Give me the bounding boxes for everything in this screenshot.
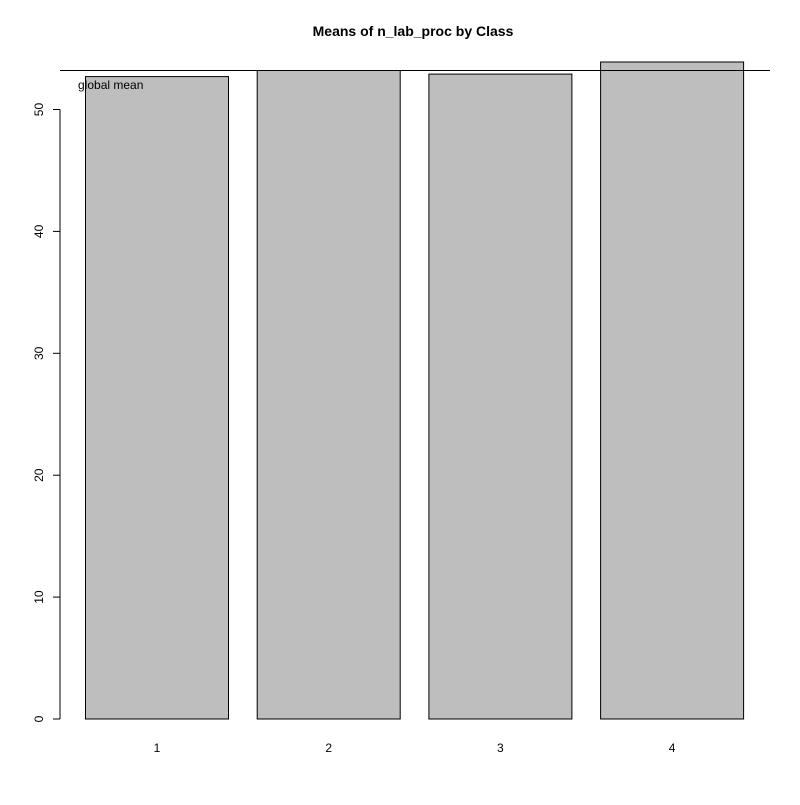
y-tick-label-40: 40 [32, 224, 46, 238]
x-tick-label-3: 3 [497, 741, 504, 755]
x-tick-label-1: 1 [154, 741, 161, 755]
x-axis-labels: 1 2 3 4 [154, 741, 676, 755]
x-tick-label-2: 2 [325, 741, 332, 755]
bar-class-1 [85, 76, 229, 720]
y-tick-label-0: 0 [32, 715, 46, 722]
y-tick-label-30: 30 [32, 346, 46, 360]
chart-title: Means of n_lab_proc by Class [313, 23, 514, 39]
y-tick-label-50: 50 [32, 103, 46, 117]
global-mean-label: global mean [78, 78, 143, 92]
x-tick-label-4: 4 [669, 741, 676, 755]
y-axis: 0 10 20 30 40 50 [32, 103, 61, 722]
global-mean-line-group: global mean [60, 70, 770, 92]
bar-class-4 [600, 61, 745, 720]
bars-group [85, 61, 745, 720]
y-tick-label-20: 20 [32, 468, 46, 482]
bar-class-2 [256, 70, 401, 720]
y-tick-label-10: 10 [32, 590, 46, 604]
bar-class-3 [428, 73, 573, 720]
